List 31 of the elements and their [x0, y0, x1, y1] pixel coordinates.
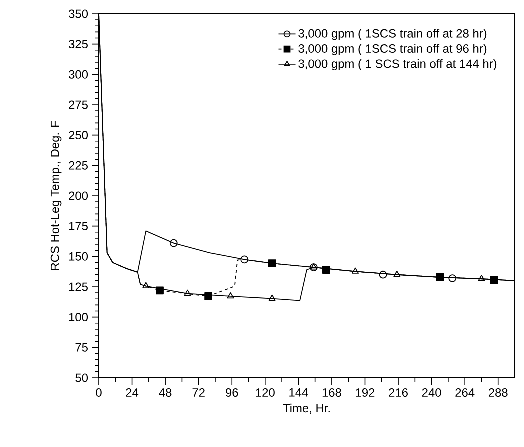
- y-tick-label: 100: [69, 313, 88, 322]
- y-tick-label: 300: [68, 70, 88, 79]
- x-tick-label: 168: [322, 388, 342, 397]
- legend-label: 3,000 gpm ( 1SCS train off at 28 hr): [298, 29, 487, 40]
- y-tick-label: 125: [69, 282, 88, 292]
- x-axis-title: Time, Hr.: [283, 404, 330, 414]
- y-tick-label: 350: [68, 10, 88, 18]
- y-tick-label: 200: [69, 192, 88, 200]
- x-tick-label: 264: [456, 388, 475, 397]
- x-tick-label: 240: [422, 388, 442, 397]
- legend-label: 3,000 gpm ( 1 SCS train off at 144 hr): [298, 59, 497, 71]
- y-tick-label: 175: [69, 222, 88, 230]
- y-tick-label: 225: [69, 161, 88, 170]
- x-tick-label: 144: [290, 388, 308, 397]
- x-tick-label: 288: [488, 388, 508, 397]
- y-tick-label: 325: [68, 40, 88, 49]
- x-tick-label: 216: [389, 388, 408, 397]
- y-tick-label: 75: [76, 344, 88, 352]
- y-tick-label: 250: [69, 131, 88, 140]
- x-tick-label: 192: [356, 388, 375, 397]
- x-tick-label: 0: [96, 388, 102, 397]
- legend-label: 3,000 gpm ( 1SCS train off at 96 hr): [298, 44, 487, 56]
- y-tick-label: 50: [76, 374, 88, 382]
- y-axis-title: RCS Hot-Leg Temp., Deg. F: [50, 121, 62, 270]
- x-tick-label: 120: [256, 388, 275, 397]
- y-tick-label: 275: [69, 100, 88, 110]
- x-tick-label: 24: [126, 388, 139, 397]
- x-tick-label: 48: [159, 388, 172, 397]
- y-tick-label: 150: [69, 252, 88, 261]
- x-tick-label: 96: [226, 388, 238, 397]
- x-tick-label: 72: [192, 388, 205, 397]
